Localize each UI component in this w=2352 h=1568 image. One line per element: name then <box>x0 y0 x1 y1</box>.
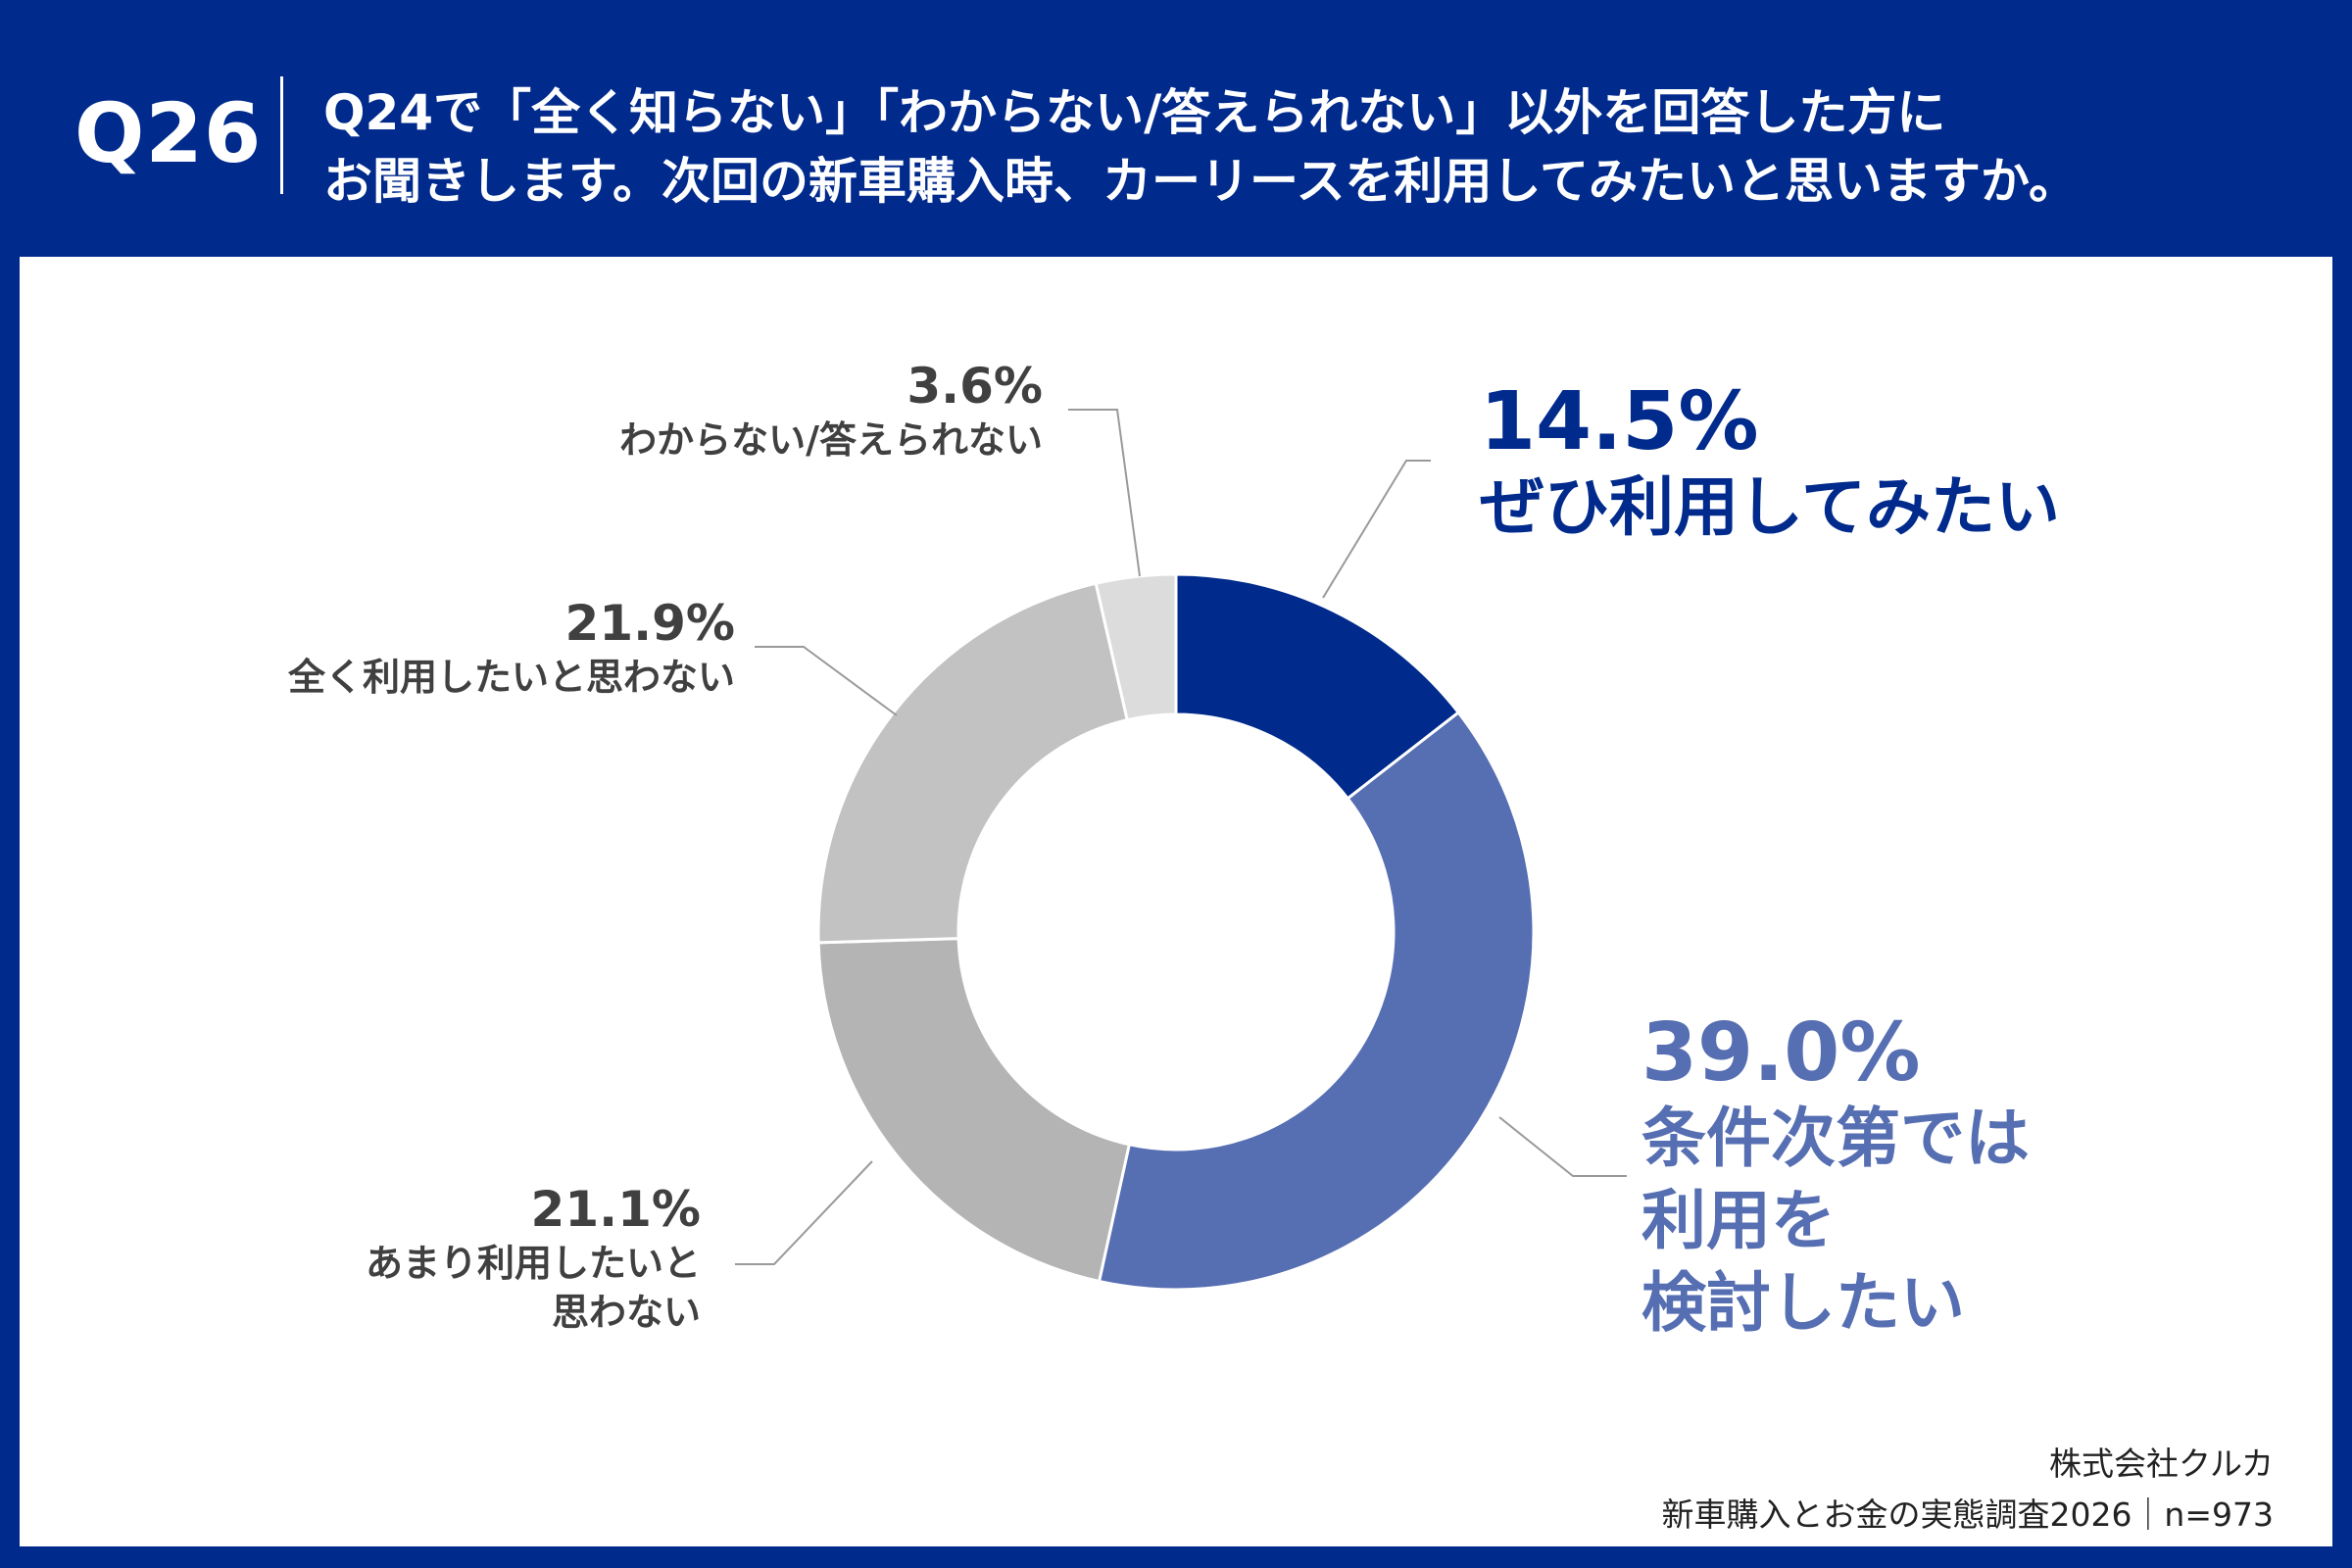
credit: 株式会社クルカ 新車購入とお金の実態調査2026｜n=973 <box>1661 1439 2274 1541</box>
name-slice-2-line-1: 条件次第では <box>1642 1101 2030 1176</box>
label-slice-2: 39.0% 条件次第では 利用を 検討したい <box>1642 1009 2030 1345</box>
name-slice-3-line-1: あまり利用したいと <box>365 1242 701 1285</box>
leader-line-slice-5 <box>1068 409 1141 577</box>
donut-slice-5 <box>1094 572 1178 722</box>
name-slice-2-line-2: 利用を <box>1642 1183 1836 1258</box>
question-number: Q26 <box>74 85 263 181</box>
chart-panel <box>20 257 2332 1546</box>
pct-slice-3: 21.1% <box>530 1181 701 1238</box>
header-bar: Q26 Q24で「全く知らない」「わからない/答えられない」以外を回答した方に … <box>0 0 2352 257</box>
name-slice-2-line-3: 検討したい <box>1642 1265 1965 1341</box>
donut-slice-2 <box>1097 710 1536 1292</box>
pct-slice-1: 14.5% <box>1480 375 1759 468</box>
leader-line-slice-3 <box>735 1160 873 1265</box>
donut-slice-4 <box>816 581 1130 945</box>
leader-line-slice-2 <box>1498 1116 1627 1177</box>
pct-slice-4: 21.9% <box>564 595 735 652</box>
label-slice-1: 14.5% ぜひ利用してみたい <box>1480 378 2060 549</box>
question-line-2: お聞きします。次回の新車購入時、カーリースを利用してみたいと思いますか。 <box>323 153 2078 210</box>
question-line-1: Q24で「全く知らない」「わからない/答えられない」以外を回答した方に <box>323 84 1946 141</box>
label-slice-4: 21.9% 全く利用したいと思わない <box>288 594 735 702</box>
pct-slice-5: 3.6% <box>906 358 1043 415</box>
credit-company: 株式会社クルカ <box>2048 1445 2274 1483</box>
name-slice-3-line-2: 思わない <box>551 1291 701 1334</box>
label-slice-3: 21.1% あまり利用したいと 思わない <box>366 1180 701 1337</box>
pct-slice-2: 39.0% <box>1642 1006 1921 1100</box>
donut-slice-3 <box>816 937 1132 1284</box>
header-divider <box>280 76 283 194</box>
name-slice-1: ぜひ利用してみたい <box>1480 469 2061 545</box>
credit-survey: 新車購入とお金の実態調査2026｜n=973 <box>1661 1495 2274 1534</box>
name-slice-4: 全く利用したいと思わない <box>287 656 735 699</box>
leader-line-slice-4 <box>755 646 898 716</box>
leader-line-slice-1 <box>1322 460 1431 599</box>
question-text: Q24で「全く知らない」「わからない/答えられない」以外を回答した方に お聞きし… <box>323 78 2078 216</box>
name-slice-5: わからない/答えられない <box>619 418 1043 462</box>
label-slice-5: 3.6% わからない/答えられない <box>619 357 1043 465</box>
